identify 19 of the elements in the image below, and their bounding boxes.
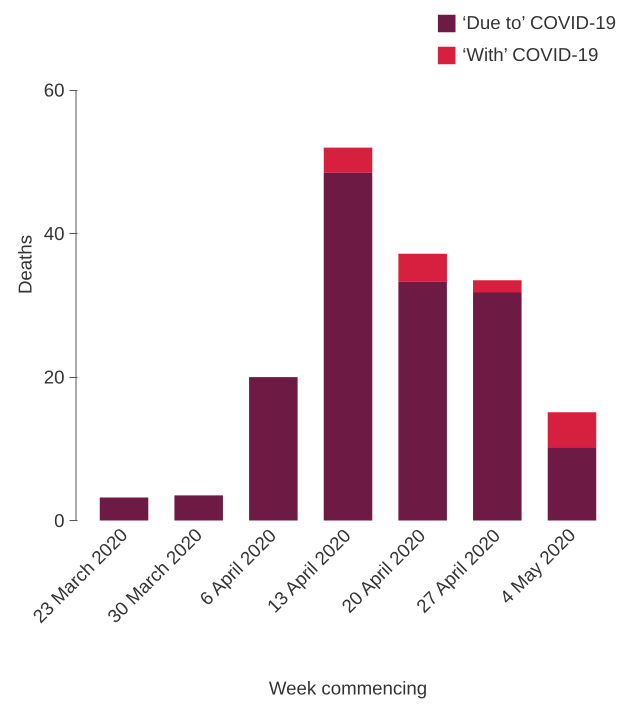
bar (324, 172, 372, 520)
bar (249, 377, 298, 520)
bar (473, 280, 522, 292)
y-tick-label: 40 (44, 223, 65, 244)
legend-label: ‘With’ COVID-19 (462, 44, 598, 66)
bar (174, 495, 223, 520)
y-tick-label: 0 (54, 510, 65, 531)
x-axis-title: Week commencing (268, 677, 428, 698)
bar (548, 447, 596, 520)
bar (324, 148, 372, 173)
y-tick-label: 60 (44, 80, 65, 101)
bar (100, 498, 148, 520)
bar (398, 254, 447, 282)
bar (398, 282, 447, 520)
bar (473, 292, 522, 520)
y-tick-label: 20 (44, 366, 65, 388)
legend-label: ‘Due to’ COVID-19 (462, 12, 616, 34)
y-axis-title: Deaths (14, 234, 36, 294)
bar (548, 412, 596, 448)
